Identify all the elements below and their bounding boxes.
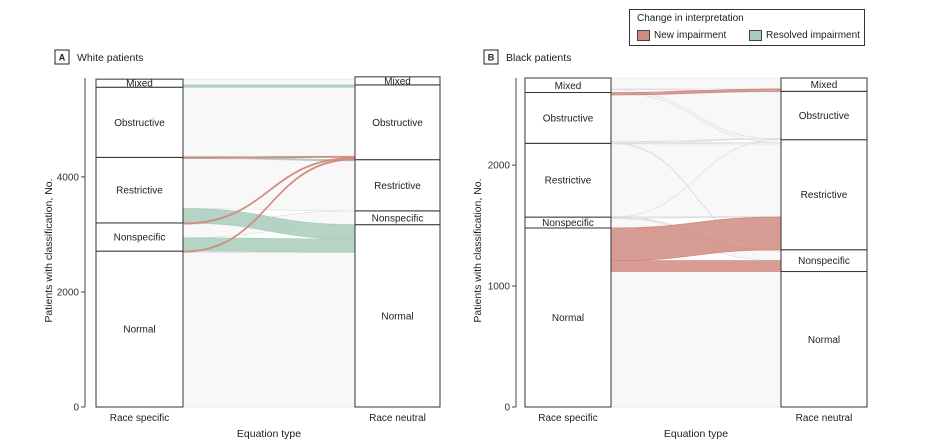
panel-badge-box [483, 49, 499, 65]
panel-badge-letter: A [59, 53, 66, 63]
y-tick-label: 2000 [57, 287, 80, 298]
node-label-right-normal: Normal [808, 335, 840, 346]
panel-badge-box [54, 49, 70, 65]
node-right-mixed [780, 77, 868, 92]
x-stage-label-left: Race specific [538, 413, 597, 424]
y-tick-label: 4000 [57, 172, 80, 183]
node-label-left-mixed: Mixed [126, 79, 153, 90]
x-stage-label-left: Race specific [110, 413, 169, 424]
node-label-right-nonspecific: Nonspecific [798, 256, 850, 267]
node-left-normal [524, 227, 612, 408]
y-tick-label: 0 [504, 403, 510, 414]
node-right-restrictive [354, 159, 441, 212]
node-label-right-obstructive: Obstructive [799, 111, 850, 122]
node-left-restrictive [524, 142, 612, 218]
flow-normal-to-nonspecific [610, 260, 782, 272]
node-label-left-obstructive: Obstructive [543, 113, 594, 124]
node-right-obstructive [780, 90, 868, 141]
node-label-left-restrictive: Restrictive [116, 186, 163, 197]
flow-normal-to-normal [610, 271, 782, 408]
node-label-right-mixed: Mixed [384, 76, 411, 87]
node-right-restrictive [780, 139, 868, 251]
panel-badge-letter: B [488, 53, 495, 63]
flow-normal-to-normal [182, 251, 356, 408]
y-tick-label: 0 [73, 403, 79, 414]
node-left-mixed [95, 78, 184, 88]
node-right-normal [354, 224, 441, 408]
node-left-mixed [524, 77, 612, 94]
node-label-left-normal: Normal [552, 313, 584, 324]
node-left-obstructive [95, 86, 184, 158]
flow-nonspecific-to-normal [182, 237, 356, 253]
x-stage-label-right: Race neutral [796, 413, 853, 424]
y-tick-label: 2000 [488, 161, 511, 172]
panel-title: Black patients [506, 52, 571, 64]
node-label-left-normal: Normal [123, 325, 155, 336]
node-label-left-nonspecific: Nonspecific [114, 233, 166, 244]
panel-title: White patients [77, 52, 144, 64]
x-axis-label: Equation type [664, 428, 728, 440]
node-right-mixed [354, 76, 441, 86]
y-axis-label: Patients with classification, No. [472, 178, 484, 322]
y-tick-label: 1000 [488, 282, 511, 293]
node-label-left-mixed: Mixed [555, 81, 582, 92]
panel-b-black-patients: B Black patients 0 1000 2000 Patients with cl… [472, 49, 868, 440]
node-right-obstructive [354, 84, 441, 161]
legend-title: Change in interpretation [637, 13, 744, 24]
node-label-left-restrictive: Restrictive [545, 176, 592, 187]
node-label-left-nonspecific: Nonspecific [542, 218, 594, 229]
node-label-right-obstructive: Obstructive [372, 118, 423, 129]
legend-item-resolved-impairment: Resolved impairment [749, 30, 860, 41]
node-label-right-mixed: Mixed [811, 80, 838, 91]
node-left-normal [95, 250, 184, 408]
node-right-normal [780, 271, 868, 408]
y-axis-label: Patients with classification, No. [43, 178, 55, 322]
node-left-nonspecific [95, 222, 184, 252]
flow-mixed-to-mixed [182, 78, 356, 86]
legend-label-new: New impairment [654, 30, 727, 41]
flow-restrictive-to-restrictive [182, 158, 356, 212]
legend-swatch-new [637, 30, 650, 41]
x-stage-label-right: Race neutral [369, 413, 426, 424]
node-label-right-restrictive: Restrictive [374, 181, 421, 192]
legend-swatch-resolved [749, 30, 762, 41]
flow-obstructive-to-obstructive [182, 86, 356, 157]
node-left-obstructive [524, 92, 612, 144]
legend: Change in interpretation New impairment … [629, 9, 865, 46]
flow-mixed-to-mixed [610, 77, 782, 90]
flow-restrictive-to-restrictive [610, 143, 782, 217]
node-label-right-nonspecific: Nonspecific [372, 213, 424, 224]
node-label-right-normal: Normal [381, 311, 413, 322]
node-label-right-restrictive: Restrictive [801, 190, 848, 201]
node-label-left-obstructive: Obstructive [114, 118, 165, 129]
legend-label-resolved: Resolved impairment [766, 30, 860, 41]
flow-mixed-to-obstructive [182, 84, 356, 88]
x-axis-label: Equation type [237, 428, 301, 440]
legend-item-new-impairment: New impairment [637, 30, 726, 41]
